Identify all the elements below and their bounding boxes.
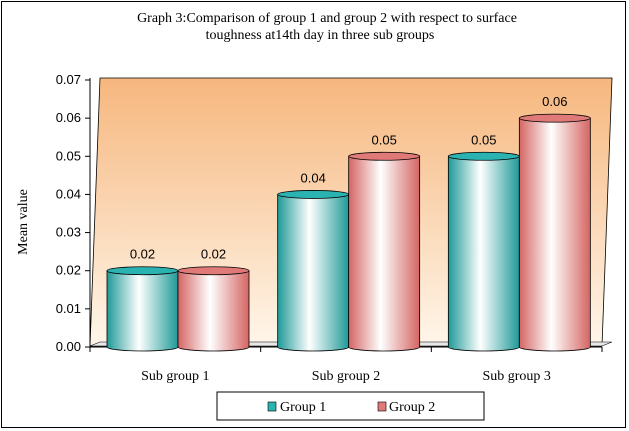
bar-top <box>518 113 591 123</box>
y-axis-label: Mean value <box>16 189 31 255</box>
bar-data-label: 0.04 <box>301 170 326 185</box>
bar-group-1-2 <box>277 190 350 352</box>
bar-body <box>106 270 179 352</box>
bar-body <box>518 117 591 352</box>
bar-group-1-3 <box>447 151 520 352</box>
x-category-label: Sub group 1 <box>141 369 209 384</box>
bar-top <box>177 266 250 276</box>
bar-group-1-1 <box>106 266 179 352</box>
bar-group-2-3 <box>518 113 591 352</box>
bar-data-label: 0.06 <box>542 94 567 109</box>
x-category-label: Sub group 3 <box>482 369 550 384</box>
bar-top <box>106 266 179 276</box>
bar-data-label: 0.05 <box>372 132 397 147</box>
x-category-label: Sub group 2 <box>312 369 380 384</box>
bar-body <box>348 155 421 352</box>
y-tick-label: 0.04 <box>56 186 81 201</box>
bars <box>106 113 591 352</box>
legend-box <box>216 391 485 421</box>
legend-swatch-group-1 <box>267 401 277 412</box>
legend-label-group-2: Group 2 <box>389 400 435 415</box>
legend-label-group-1: Group 1 <box>280 400 326 415</box>
bar-body <box>447 155 520 352</box>
x-ticks: Sub group 1 Sub group 2 Sub group 3 <box>89 347 603 384</box>
legend-swatch-group-2 <box>377 401 387 412</box>
chart-title-line-1: Graph 3:Comparison of group 1 and group … <box>137 11 517 26</box>
bar-body <box>177 270 250 352</box>
bar-group-2-1 <box>177 266 250 352</box>
y-ticks: 0.00 0.01 0.02 0.03 0.04 0.05 0.06 0.07 <box>56 72 90 354</box>
y-tick-label: 0.02 <box>56 263 81 278</box>
y-tick-label: 0.03 <box>56 225 81 240</box>
chart-title-line-2: toughness at14th day in three sub groups <box>206 28 435 43</box>
y-tick-label: 0.06 <box>56 110 81 125</box>
y-tick-label: 0.00 <box>56 339 81 354</box>
y-tick-label: 0.05 <box>56 148 81 163</box>
bar-top <box>348 151 421 161</box>
bar-top <box>447 151 520 161</box>
bar-data-label: 0.02 <box>201 247 226 262</box>
y-tick-label: 0.07 <box>56 72 81 87</box>
y-tick-label: 0.01 <box>56 301 81 316</box>
bar-top <box>277 190 350 199</box>
bar-body <box>277 194 350 352</box>
bar-group-2-2 <box>348 151 421 352</box>
bar-data-label: 0.05 <box>471 132 496 147</box>
data-labels: 0.02 0.04 0.05 0.02 0.05 0.06 <box>130 94 568 262</box>
bar-data-label: 0.02 <box>130 247 155 262</box>
